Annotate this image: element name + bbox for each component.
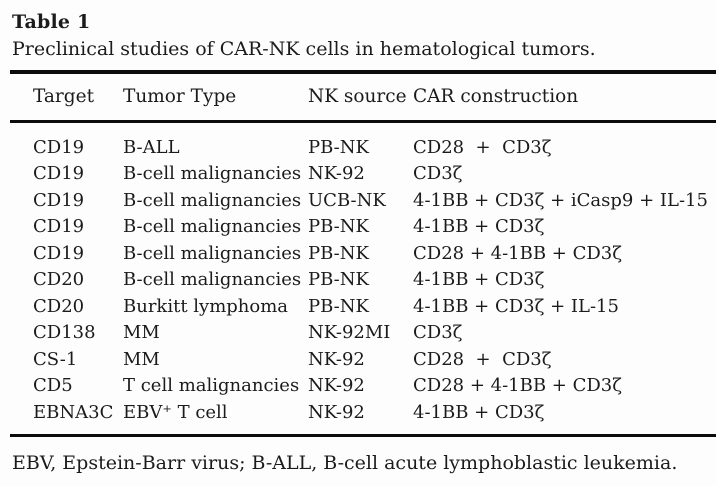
cell-tumor-type: B-cell malignancies bbox=[123, 216, 302, 237]
cell-car-construction: CD3ζ bbox=[413, 163, 463, 184]
table-row: CD19 B-cell malignancies UCB-NK 4-1BB + CD3… bbox=[10, 188, 716, 215]
cell-tumor-type: Burkitt lymphoma bbox=[123, 295, 289, 317]
cell-nk-source: PB-NK bbox=[308, 269, 369, 290]
cell-car-construction: 4-1BB + CD3ζ bbox=[413, 269, 545, 290]
cell-tumor-type: B-cell malignancies bbox=[123, 269, 302, 290]
cell-car-construction: CD28 + CD3ζ bbox=[413, 348, 552, 370]
table-footnote: EBV, Epstein-Barr virus; B-ALL, B-cell a… bbox=[12, 452, 678, 474]
cell-nk-source: NK-92 bbox=[308, 401, 365, 423]
cell-nk-source: PB-NK bbox=[308, 216, 369, 237]
cell-target: CS-1 bbox=[33, 348, 78, 370]
table-row: CD19 B-cell malignancies PB-NK 4-1BB + CD3ζ bbox=[10, 214, 716, 241]
table-row: CD19 B-ALL PB-NK CD28 + CD3ζ bbox=[10, 121, 716, 161]
data-table: Target Tumor Type NK source CAR construc… bbox=[10, 70, 716, 437]
cell-car-construction: CD3ζ bbox=[413, 322, 463, 343]
cell-tumor-type: EBV⁺ T cell bbox=[123, 401, 228, 423]
cell-nk-source: NK-92 bbox=[308, 163, 365, 184]
cell-target: CD19 bbox=[33, 242, 85, 264]
column-header-tumor-type: Tumor Type bbox=[123, 72, 308, 123]
cell-car-construction: 4-1BB + CD3ζ bbox=[413, 401, 545, 423]
table-body: CD19 B-ALL PB-NK CD28 + CD3ζ CD19 B-cell mali… bbox=[10, 121, 716, 436]
cell-car-construction: CD28 + 4-1BB + CD3ζ bbox=[413, 242, 623, 264]
cell-tumor-type: B-cell malignancies bbox=[123, 163, 302, 184]
cell-target: CD19 bbox=[33, 216, 85, 237]
cell-car-construction: 4-1BB + CD3ζ + IL-15 bbox=[413, 295, 619, 317]
cell-car-construction: CD28 + 4-1BB + CD3ζ bbox=[413, 375, 623, 396]
cell-tumor-type: B-ALL bbox=[123, 136, 180, 158]
cell-nk-source: PB-NK bbox=[308, 295, 369, 317]
cell-target: CD138 bbox=[33, 322, 96, 343]
column-header-target: Target bbox=[10, 72, 123, 123]
cell-nk-source: PB-NK bbox=[308, 242, 369, 264]
cell-nk-source: PB-NK bbox=[308, 136, 369, 158]
cell-target: EBNA3C bbox=[33, 401, 114, 423]
table-row: CS-1 MM NK-92 CD28 + CD3ζ bbox=[10, 347, 716, 374]
table-row: CD19 B-cell malignancies PB-NK CD28 + 4-1BB… bbox=[10, 241, 716, 268]
cell-tumor-type: MM bbox=[123, 322, 160, 343]
cell-target: CD19 bbox=[33, 189, 85, 211]
cell-tumor-type: MM bbox=[123, 348, 160, 370]
table-header-row: Target Tumor Type NK source CAR construc… bbox=[10, 72, 716, 123]
table-row: EBNA3C EBV⁺ T cell NK-92 4-1BB + CD3ζ bbox=[10, 400, 716, 436]
table-row: CD138 MM NK-92MI CD3ζ bbox=[10, 320, 716, 347]
cell-nk-source: NK-92 bbox=[308, 348, 365, 370]
cell-car-construction: CD28 + CD3ζ bbox=[413, 136, 552, 158]
cell-target: CD19 bbox=[33, 163, 85, 184]
column-header-nk-source: NK source bbox=[308, 72, 413, 123]
table-caption-text: Preclinical studies of CAR-NK cells in h… bbox=[12, 38, 596, 60]
table-caption: Table 1 Preclinical studies of CAR-NK ce… bbox=[0, 0, 716, 64]
cell-target: CD19 bbox=[33, 136, 85, 158]
column-header-car-construction: CAR construction bbox=[413, 72, 716, 123]
cell-car-construction: 4-1BB + CD3ζ + iCasp9 + IL-15 bbox=[413, 189, 708, 211]
cell-tumor-type: T cell malignancies bbox=[123, 375, 300, 396]
cell-nk-source: NK-92 bbox=[308, 375, 365, 396]
table-caption-label: Table 1 bbox=[12, 11, 91, 33]
cell-car-construction: 4-1BB + CD3ζ bbox=[413, 216, 545, 237]
table-row: CD19 B-cell malignancies NK-92 CD3ζ bbox=[10, 161, 716, 188]
cell-target: CD20 bbox=[33, 269, 85, 290]
table-header: Target Tumor Type NK source CAR construc… bbox=[10, 72, 716, 123]
table-row: CD5 T cell malignancies NK-92 CD28 + 4-1BB … bbox=[10, 373, 716, 400]
cell-tumor-type: B-cell malignancies bbox=[123, 189, 302, 211]
cell-tumor-type: B-cell malignancies bbox=[123, 242, 302, 264]
table-row: CD20 Burkitt lymphoma PB-NK 4-1BB + CD3ζ + … bbox=[10, 294, 716, 321]
cell-target: CD5 bbox=[33, 375, 73, 396]
cell-nk-source: UCB-NK bbox=[308, 189, 386, 211]
cell-target: CD20 bbox=[33, 295, 85, 317]
cell-nk-source: NK-92MI bbox=[308, 322, 391, 343]
table-row: CD20 B-cell malignancies PB-NK 4-1BB + CD3ζ bbox=[10, 267, 716, 294]
